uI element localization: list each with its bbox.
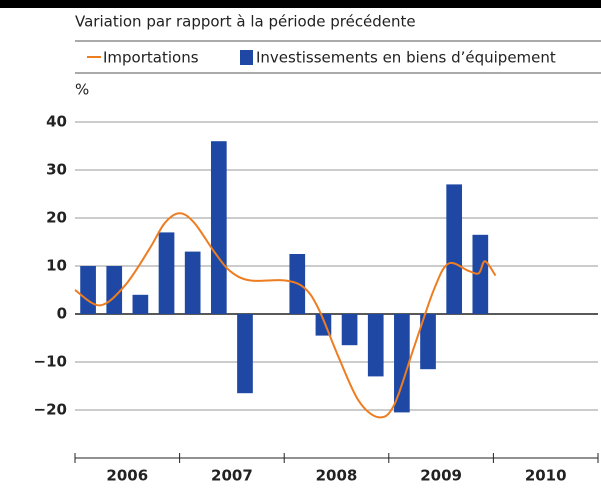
- bar: [367, 314, 384, 377]
- x-tick-label: 2008: [316, 467, 358, 485]
- y-tick-label: −20: [34, 401, 67, 419]
- y-tick-label: 40: [46, 113, 67, 131]
- y-tick-label: 10: [46, 257, 67, 275]
- legend-label: Investissements en biens d’équipement: [256, 49, 556, 67]
- y-tick-label: 20: [46, 209, 67, 227]
- bar: [420, 314, 436, 370]
- x-tick-label: 2007: [211, 467, 253, 485]
- y-unit: %: [75, 81, 89, 99]
- subtitle: Variation par rapport à la période précé…: [75, 13, 416, 31]
- bar: [132, 294, 149, 314]
- x-tick-label: 2006: [106, 467, 148, 485]
- y-tick-label: 0: [57, 305, 67, 323]
- x-tick-label: 2009: [420, 467, 462, 485]
- y-tick-label: −10: [34, 353, 67, 371]
- header-bar: [0, 0, 601, 8]
- bar: [210, 141, 227, 314]
- legend-swatch: [240, 50, 253, 65]
- bar: [472, 234, 489, 314]
- bar: [80, 266, 96, 314]
- bar: [184, 251, 201, 314]
- bar: [394, 314, 410, 413]
- line: [74, 212, 497, 419]
- x-tick-label: 2010: [525, 467, 567, 485]
- bar: [446, 184, 463, 314]
- legend-label: Importations: [103, 49, 199, 67]
- bar: [106, 266, 123, 314]
- y-tick-label: 30: [46, 161, 67, 179]
- bar: [158, 232, 175, 314]
- bar: [341, 314, 358, 346]
- bar: [237, 314, 253, 394]
